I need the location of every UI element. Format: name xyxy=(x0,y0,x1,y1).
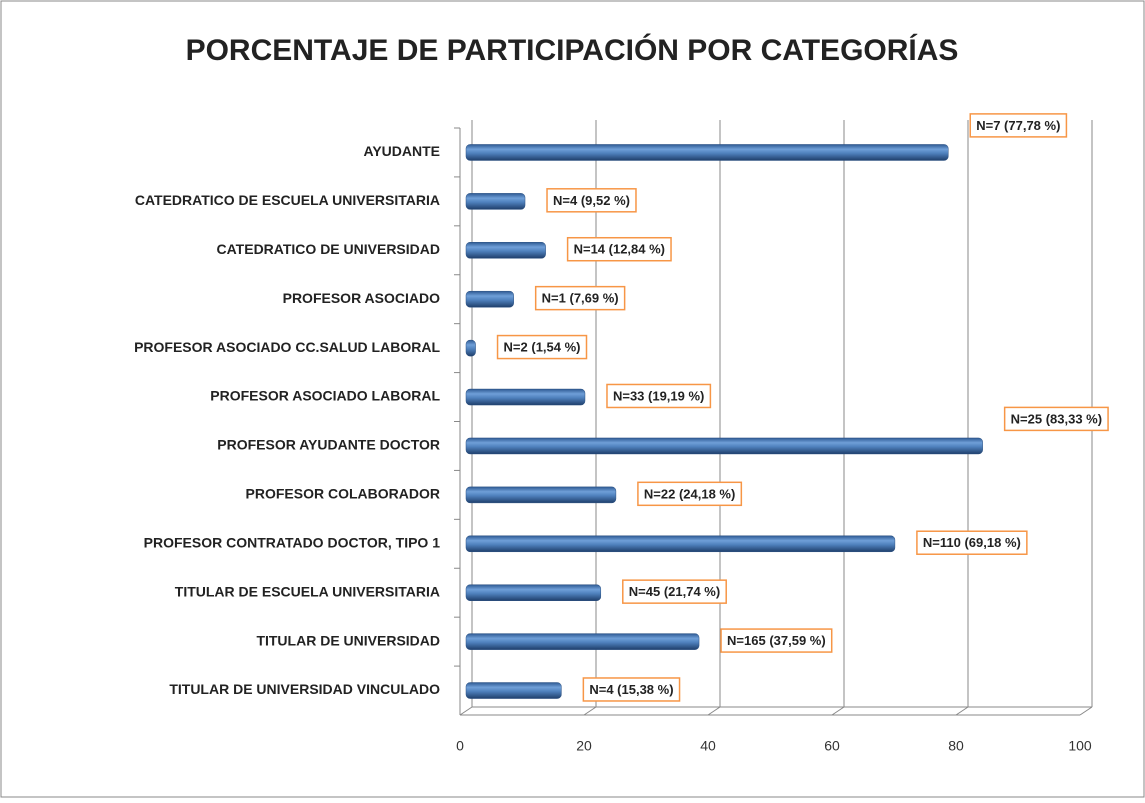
bar xyxy=(465,486,617,504)
bar xyxy=(465,437,983,455)
y-tick-label: TITULAR DE UNIVERSIDAD VINCULADO xyxy=(169,681,440,697)
data-label: N=1 (7,69 %) xyxy=(542,291,619,306)
bar xyxy=(465,290,514,308)
data-label-box xyxy=(622,579,727,604)
grid-line xyxy=(831,706,845,716)
x-tick-label: 0 xyxy=(456,738,464,754)
data-label: N=110 (69,18 %) xyxy=(923,535,1021,550)
bar xyxy=(465,535,896,553)
grid-line xyxy=(459,706,473,716)
grid-line xyxy=(1079,706,1093,716)
data-label: N=14 (12,84 %) xyxy=(574,242,665,257)
y-tick-label: PROFESOR ASOCIADO xyxy=(283,290,440,306)
data-label-box xyxy=(1003,406,1109,432)
y-tick-label: CATEDRATICO DE ESCUELA UNIVERSITARIA xyxy=(135,192,440,208)
bar xyxy=(465,633,700,650)
x-tick-label: 40 xyxy=(700,738,716,754)
data-label: N=165 (37,59 %) xyxy=(727,633,826,648)
data-label: N=4 (9,52 %) xyxy=(553,193,630,208)
data-label: N=25 (83,33 %) xyxy=(1011,411,1102,426)
data-label-box xyxy=(496,334,588,360)
x-tick-label: 80 xyxy=(948,738,964,754)
data-label: N=4 (15,38 %) xyxy=(589,682,673,697)
y-tick-label: CATEDRATICO DE UNIVERSIDAD xyxy=(217,241,441,257)
data-label-box xyxy=(969,113,1068,138)
bar xyxy=(465,144,949,161)
data-label-box xyxy=(720,628,833,653)
bar xyxy=(465,388,586,406)
bar xyxy=(465,193,526,210)
y-tick-label: PROFESOR AYUDANTE DOCTOR xyxy=(217,437,440,453)
chart-title: PORCENTAJE DE PARTICIPACIÓN POR CATEGORÍ… xyxy=(186,33,959,67)
y-tick-label: PROFESOR CONTRATADO DOCTOR, TIPO 1 xyxy=(144,534,441,550)
data-label-box xyxy=(546,188,637,213)
grid-line xyxy=(707,706,721,716)
bar xyxy=(465,339,476,357)
y-tick-label: TITULAR DE UNIVERSIDAD xyxy=(256,632,440,648)
data-label: N=2 (1,54 %) xyxy=(504,340,581,355)
y-tick-label: PROFESOR COLABORADOR xyxy=(246,486,440,502)
data-label-box xyxy=(582,677,681,702)
x-tick-label: 20 xyxy=(576,738,592,754)
grid-line xyxy=(583,706,597,716)
bar xyxy=(465,242,546,259)
data-label: N=33 (19,19 %) xyxy=(613,388,704,403)
data-label-box xyxy=(916,530,1028,555)
data-label: N=22 (24,18 %) xyxy=(644,486,735,501)
data-label-box xyxy=(566,236,672,262)
x-tick-label: 100 xyxy=(1068,738,1092,754)
y-tick-label: PROFESOR ASOCIADO CC.SALUD LABORAL xyxy=(134,339,440,355)
data-label: N=7 (77,78 %) xyxy=(976,118,1060,133)
y-tick-label: TITULAR DE ESCUELA UNIVERSITARIA xyxy=(175,583,440,599)
data-label-box xyxy=(637,481,743,507)
data-label: N=45 (21,74 %) xyxy=(629,584,720,599)
y-tick-label: PROFESOR ASOCIADO LABORAL xyxy=(210,388,440,404)
bar xyxy=(465,584,602,601)
bar xyxy=(465,682,562,699)
data-label-box xyxy=(534,285,626,311)
x-tick-label: 60 xyxy=(824,738,840,754)
data-label-box xyxy=(606,383,712,409)
y-tick-label: AYUDANTE xyxy=(364,143,441,159)
grid-line xyxy=(955,706,969,716)
